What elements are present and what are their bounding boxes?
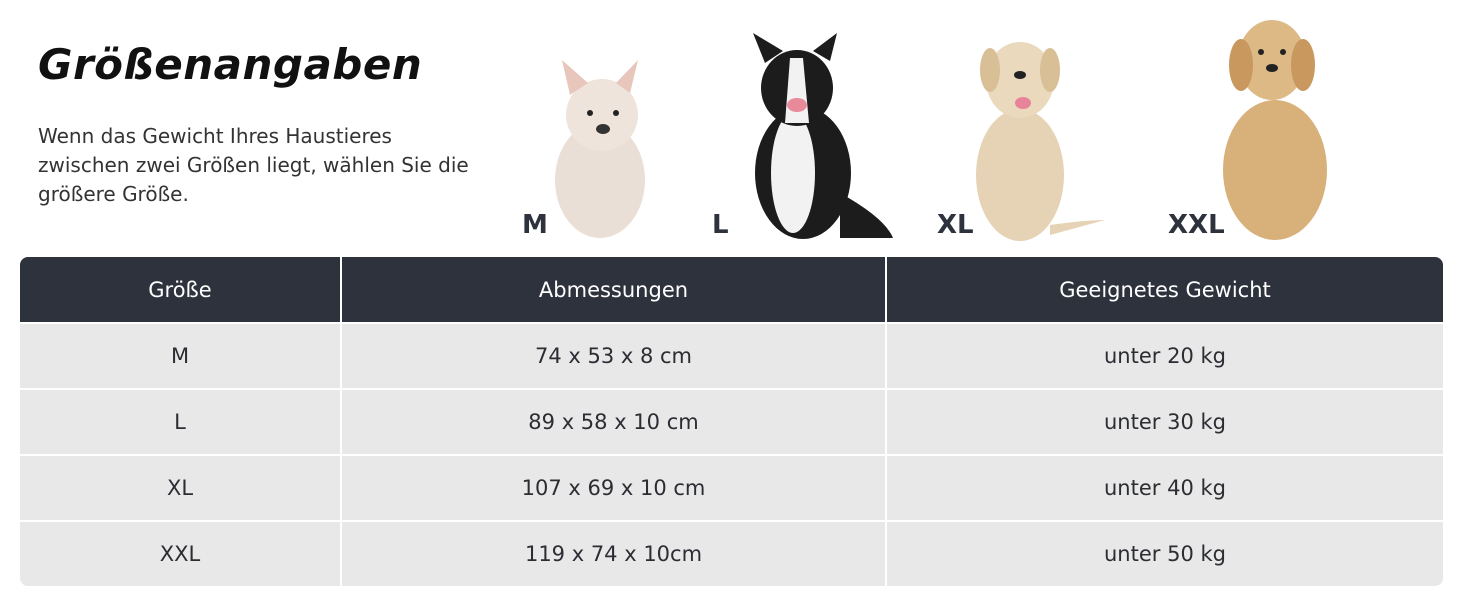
- table-header-row: Größe Abmessungen Geeignetes Gewicht: [20, 257, 1443, 323]
- cell-dimensions: 119 x 74 x 10cm: [341, 520, 887, 586]
- cell-size: XXL: [20, 520, 342, 586]
- size-label-l: L: [708, 208, 738, 244]
- cell-dimensions: 89 x 58 x 10 cm: [341, 388, 887, 455]
- description: Wenn das Gewicht Ihres Haustieres zwisch…: [38, 124, 469, 206]
- cell-weight: unter 20 kg: [886, 322, 1443, 389]
- size-label-xl: XL: [933, 208, 974, 244]
- dog-l-image: [753, 33, 893, 239]
- table-row: XL 107 x 69 x 10 cm unter 40 kg: [20, 454, 1443, 521]
- size-label-xxl: XXL: [1168, 208, 1225, 244]
- page-title: Größenangaben: [38, 40, 423, 89]
- table-row: M 74 x 53 x 8 cm unter 20 kg: [20, 322, 1443, 389]
- table-row: XXL 119 x 74 x 10cm unter 50 kg: [20, 520, 1443, 586]
- cell-weight: unter 40 kg: [886, 454, 1443, 521]
- dog-xl-image: [976, 42, 1105, 241]
- dog-xxl-image: [1223, 20, 1327, 240]
- cell-size: M: [20, 322, 342, 389]
- header-size: Größe: [20, 257, 342, 323]
- cell-weight: unter 50 kg: [886, 520, 1443, 586]
- dog-m-image: [555, 60, 645, 238]
- header-dimensions: Abmessungen: [341, 257, 887, 323]
- cell-weight: unter 30 kg: [886, 388, 1443, 455]
- cell-dimensions: 107 x 69 x 10 cm: [341, 454, 887, 521]
- table-row: L 89 x 58 x 10 cm unter 30 kg: [20, 388, 1443, 455]
- cell-size: XL: [20, 454, 342, 521]
- cell-dimensions: 74 x 53 x 8 cm: [341, 322, 887, 389]
- header-weight: Geeignetes Gewicht: [886, 257, 1443, 323]
- size-label-m: M: [518, 208, 548, 244]
- cell-size: L: [20, 388, 342, 455]
- size-table: Größe Abmessungen Geeignetes Gewicht M 7…: [20, 257, 1443, 586]
